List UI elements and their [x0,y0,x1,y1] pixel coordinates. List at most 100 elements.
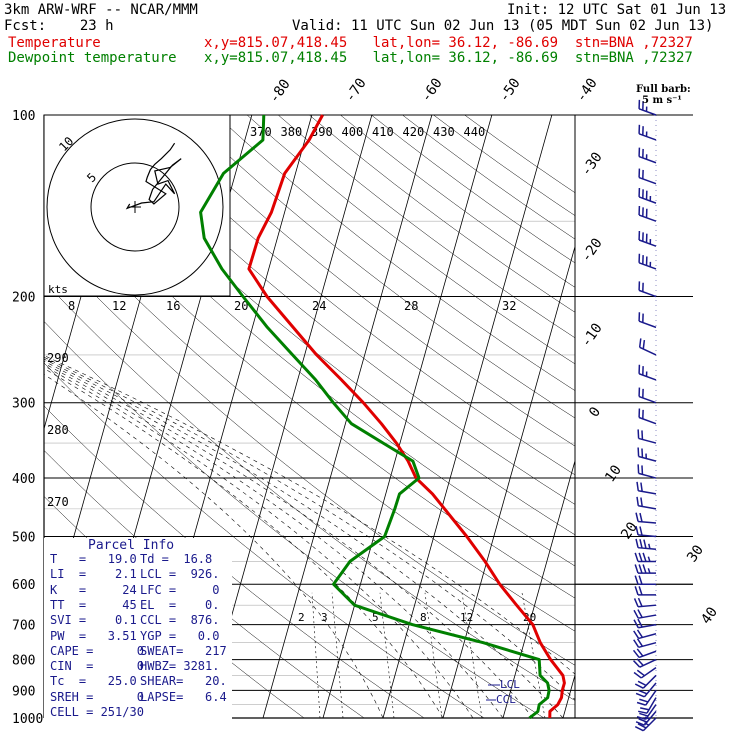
isotherm-20 [562,673,575,718]
mixing-ratio-3 [331,592,344,718]
temperature-tick--50: -50 [496,75,524,105]
parcel-info-right-4: CCL = 876. [140,613,220,628]
temperature-tick-30: 30 [684,542,707,565]
hodo-units: kts [48,283,68,296]
parcel-info-right-7: HWBZ= 3281. [140,659,220,674]
wind-barb-775 [632,648,657,659]
wind-barb-100 [638,99,657,116]
wind-barb-550 [634,552,656,563]
wind-barb-130 [638,168,657,185]
hodograph-trace [125,142,182,210]
wind-barb-675 [633,609,657,619]
wind-barb-375 [637,447,657,462]
isotherm--20 [322,115,493,718]
wind-barb-475 [635,512,657,524]
pressure-label-700: 700 [12,619,35,634]
wind-barb-120 [638,147,657,164]
pressure-label-200: 200 [12,291,35,306]
wind-barb-800 [632,658,657,668]
dry-adiabat-310 [44,241,575,666]
isotherm--100 [0,115,12,718]
pressure-label-100: 100 [12,109,35,124]
pressure-label-500: 500 [12,530,35,545]
parcel-info-right-3: EL = 0. [140,597,220,612]
parcel-info-left-7: CIN = 0 [50,659,144,674]
theta-left-label-280: 280 [47,423,69,437]
dewpoint-legend: Dewpoint temperature [8,50,177,66]
theta-label-440: 440 [464,125,486,139]
parcel-info-left-1: LI = 2.1 [50,567,137,582]
wind-barb-250 [638,338,657,356]
dry-adiabat-360 [91,115,575,505]
mixing-ratio-label-2: 2 [298,611,305,624]
wind-barb-975 [635,710,657,726]
theta-left-label-270: 270 [47,495,69,509]
parcel-info-left-0: T = 19.0 [50,552,137,566]
theta-label-380: 380 [281,125,303,139]
hodograph-ring-inner [90,162,180,252]
wind-barb-600 [634,575,656,585]
isotherm--10 [382,115,553,718]
hodo-speed-label-32: 32 [502,299,516,313]
hodograph-ring-outer [46,118,224,296]
dry-adiabat-430 [309,115,575,313]
parcel-info-left-6: CAPE = 0 [50,643,144,658]
mixing-ratio-label-12: 12 [460,611,473,624]
isotherm-0 [442,245,575,718]
temperature-profile [247,114,566,719]
temperature-tick--60: -60 [418,75,446,105]
dewpoint-location: x,y=815.07,418.45 lat,lon= 36.12, -86.69… [204,50,693,66]
dry-adiabat-480 [464,115,575,193]
wind-barb-925 [638,697,657,714]
wind-barb-140 [638,187,657,204]
parcel-info-left-8: Tc = 25.0 [50,674,137,689]
dry-adiabat-390 [184,115,575,419]
pressure-label-900: 900 [12,684,35,699]
moist-adiabat-15 [44,360,534,718]
parcel-info-left-9: SREH = 0 [50,689,144,704]
moist-adiabat-30 [44,355,575,675]
chart-series [199,114,566,720]
parcel-info-left-3: TT = 45 [50,597,137,612]
parcel-info-right-6: SWEAT= 217 [140,643,227,658]
parcel-info-right-8: SHEAR= 20. [140,674,227,689]
wind-barb-950 [636,704,657,721]
parcel-info-right-2: LFC = 0 [140,582,220,597]
wind-barb-110 [638,124,657,141]
moist-adiabat-10 [44,363,504,718]
barb-legend-title: Full barb: [636,84,691,95]
parcel-info-left-2: K = 24 [50,582,137,597]
dry-adiabat-470 [433,115,575,216]
dry-adiabat-320 [44,203,575,632]
temperature-tick-0: 0 [586,404,604,420]
temperature-tick--10: -10 [578,320,606,350]
temperature-tick--80: -80 [266,76,294,106]
dry-adiabat-420 [278,115,575,339]
wind-barbs [632,99,657,732]
moist-adiabat-0 [44,368,444,718]
wind-barb-325 [638,408,657,425]
temperature-tick--20: -20 [578,235,606,265]
theta-label-370: 370 [250,125,272,139]
mixing-ratio-12 [461,592,483,718]
moist-adiabat--10 [44,374,384,718]
hodo-speed-label-8: 8 [68,299,75,313]
mixing-ratio-label-5: 5 [372,611,379,624]
pressure-label-1000: 1000 [12,712,43,727]
wind-barb-900 [636,689,657,706]
dry-adiabat-380 [153,115,575,447]
dry-adiabat-370 [122,115,575,476]
dry-adiabat-340 [44,130,575,567]
theta-left-label-290: 290 [47,351,69,365]
wind-barb-650 [633,597,657,608]
wind-barb-825 [633,667,657,679]
wind-barb-200 [638,281,657,298]
valid-time: Valid: 11 UTC Sun 02 Jun 13 (05 MDT Sun … [292,18,714,34]
parcel-info-right-9: LAPSE= 6.4 [140,689,227,704]
mixing-ratio-label-3: 3 [321,611,328,624]
hodo-speed-label-16: 16 [166,299,180,313]
parcel-info-left-10: CELL = 251/30 [50,705,144,719]
barb-legend-value: 5 m s⁻¹ [642,95,682,106]
temperature-tick--70: -70 [342,75,370,105]
mixing-ratio-5 [379,592,395,718]
